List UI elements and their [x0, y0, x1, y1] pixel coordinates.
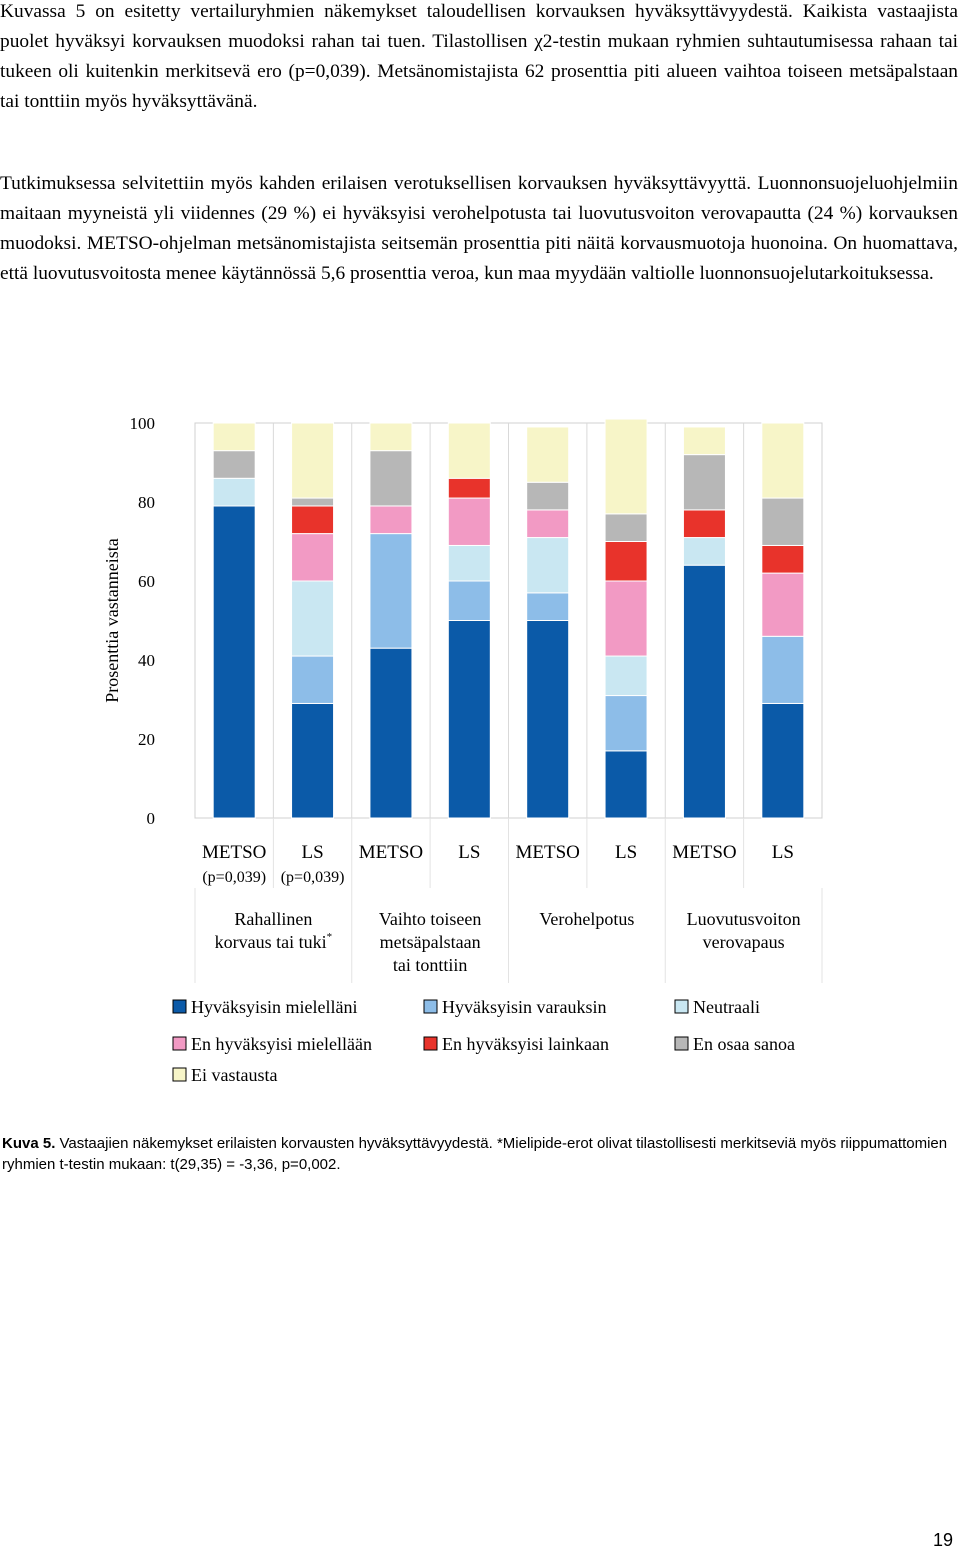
y-tick-label: 40 [138, 651, 155, 670]
group-label: Vaihto toiseen [379, 909, 481, 929]
bar-segment [212, 505, 256, 819]
page-number: 19 [933, 1530, 954, 1550]
y-tick-label: 60 [138, 572, 155, 591]
bar-segment [447, 497, 491, 546]
bar-segment [761, 422, 805, 499]
bar-segment [604, 695, 648, 752]
y-tick-label: 100 [130, 414, 156, 433]
bar-segment [291, 505, 335, 535]
bar-segment [604, 655, 648, 697]
legend-label: En osaa sanoa [693, 1034, 795, 1054]
group-label-note: * [327, 931, 333, 943]
bar-segment [447, 477, 491, 499]
bar-segment [447, 620, 491, 819]
bar-segment [526, 537, 570, 594]
figure-caption: Kuva 5. Vastaajien näkemykset erilaisten… [2, 1133, 958, 1175]
bar-segment [291, 655, 335, 704]
bar-segment [526, 509, 570, 539]
group-label: Rahallinen [234, 909, 312, 929]
bar-segment [291, 422, 335, 499]
bar-segment [682, 564, 726, 819]
bar-segment [369, 533, 413, 649]
bar-segment [369, 647, 413, 819]
bar-segment [526, 426, 570, 483]
group-label: Verohelpotus [539, 909, 634, 929]
body-paragraph-2: Tutkimuksessa selvitettiin myös kahden e… [0, 173, 958, 284]
bar-segment [212, 477, 256, 507]
stacked-bar-chart: 0 20 40 60 80 100 Prosenttia vastanneista METSO… [102, 414, 823, 1085]
body-paragraph-1: Kuvassa 5 on esitetty vertailuryhmien nä… [0, 1, 958, 112]
bar-segment [369, 505, 413, 535]
bar-segment [604, 580, 648, 657]
bar-segment [761, 702, 805, 819]
y-tick-label: 80 [138, 493, 155, 512]
y-tick-label: 0 [147, 809, 156, 828]
bar-segment [447, 580, 491, 621]
bar-segment [369, 422, 413, 452]
bar-segment [447, 544, 491, 582]
bar-segment [526, 592, 570, 622]
bar-segment [604, 541, 648, 582]
group-label: Luovutusvoiton [687, 909, 801, 929]
group-label: verovapaus [703, 932, 785, 952]
bar-segment [526, 620, 570, 819]
bar-segment [291, 533, 335, 582]
bar-label: METSO [202, 842, 266, 863]
legend-swatch [172, 999, 187, 1014]
y-tick-label: 20 [138, 730, 155, 749]
bar-segment [604, 418, 648, 515]
bar-segment [291, 702, 335, 819]
bar-segment [604, 513, 648, 542]
bar-label: LS [458, 842, 480, 863]
bar-segment [447, 422, 491, 479]
bar-segment [761, 544, 805, 574]
legend-swatch [423, 1036, 438, 1051]
bar-segment [526, 481, 570, 511]
y-axis-label: Prosenttia vastanneista [102, 538, 122, 702]
bar-segment [604, 750, 648, 819]
legend-label: En hyväksyisi lainkaan [442, 1034, 609, 1054]
caption-text: Vastaajien näkemykset erilaisten korvaus… [2, 1135, 948, 1173]
bar-segment [212, 450, 256, 479]
bar-segment [682, 509, 726, 539]
legend-swatch [172, 1067, 187, 1082]
bar-segment [291, 580, 335, 657]
group-label: metsäpalstaan [380, 932, 481, 952]
legend-label: Neutraali [693, 997, 760, 1017]
bar-segment [291, 497, 335, 507]
bar-sublabel: (p=0,039) [202, 869, 266, 886]
bar-label: LS [301, 842, 323, 863]
bar-label: METSO [515, 842, 579, 863]
bar-segment [761, 635, 805, 704]
caption-label: Kuva 5. [2, 1135, 56, 1152]
legend-label: Hyväksyisin mielelläni [191, 997, 357, 1017]
legend-label: En hyväksyisi mielellään [191, 1034, 372, 1054]
legend-label: Ei vastausta [191, 1065, 277, 1085]
bar-sublabel: (p=0,039) [281, 869, 345, 886]
bar-segment [761, 497, 805, 546]
bar-segment [761, 572, 805, 637]
bar-label: METSO [672, 842, 736, 863]
legend-swatch [172, 1036, 187, 1051]
bar-label: METSO [359, 842, 423, 863]
bar-segment [682, 454, 726, 511]
group-label: tai tonttiin [393, 955, 468, 975]
group-label: korvaus tai tuki* [215, 931, 332, 952]
bar-label: LS [772, 842, 794, 863]
legend-swatch [674, 1036, 689, 1051]
bar-segment [369, 450, 413, 507]
bar-segment [212, 422, 256, 452]
legend-swatch [423, 999, 438, 1014]
legend-label: Hyväksyisin varauksin [442, 997, 606, 1017]
bar-segment [682, 426, 726, 456]
legend-swatch [674, 999, 689, 1014]
bar-label: LS [615, 842, 637, 863]
bar-segment [682, 537, 726, 566]
